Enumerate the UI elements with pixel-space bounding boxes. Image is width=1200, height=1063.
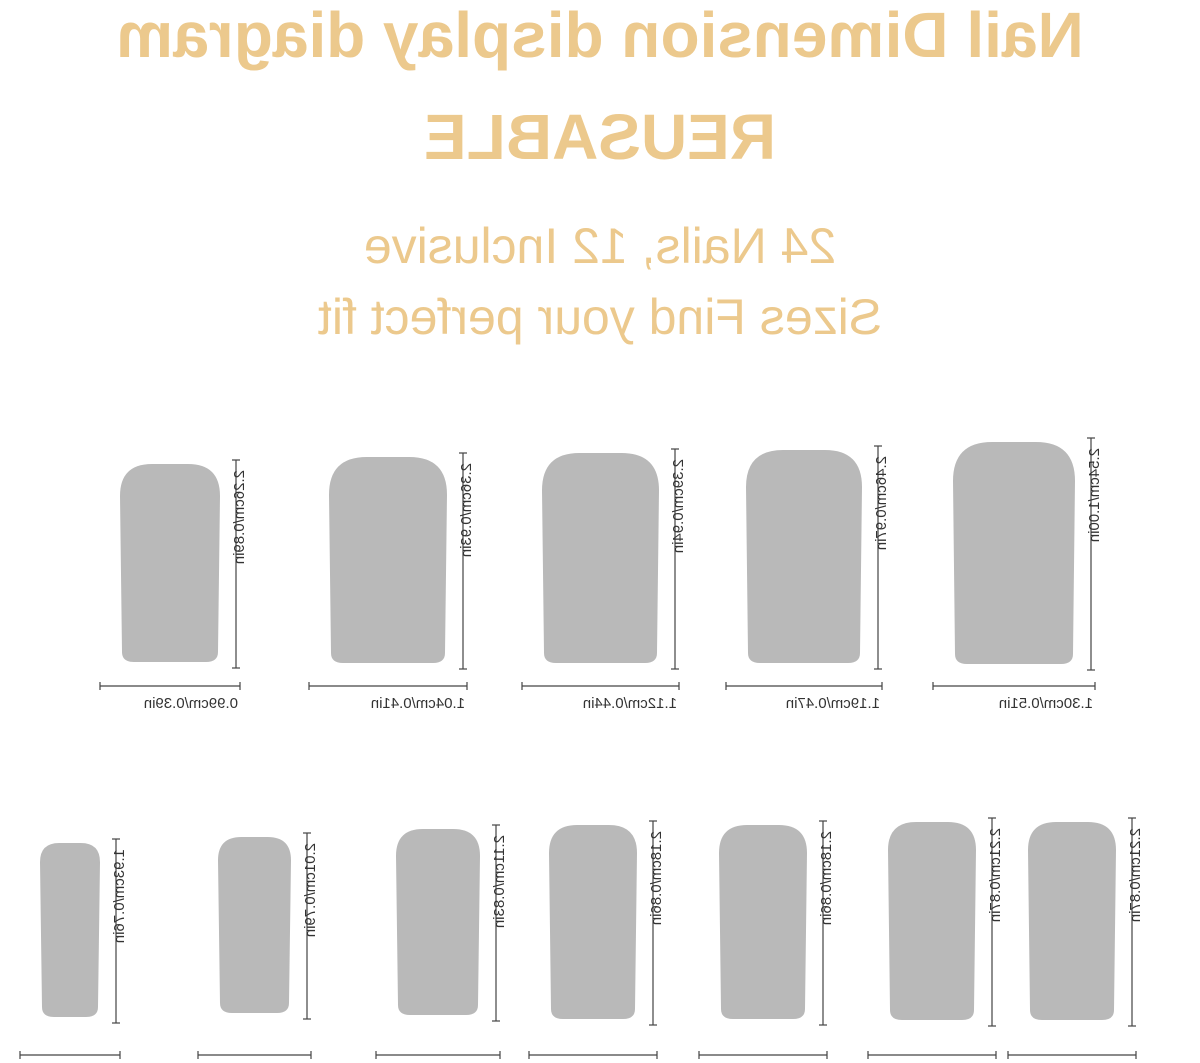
nail-width-label: 1.12cm/0.44in (583, 695, 677, 712)
nail-shape (888, 822, 976, 1020)
nail-length-label: 1.93cm/0.76in (111, 849, 128, 943)
nail-item: 2.18cm/0.86in0.84cm/0.33in (528, 820, 665, 1059)
nail-item: 2.36cm/0.93in 1.04cm/0.41in (308, 452, 475, 712)
nail-shape (396, 829, 480, 1015)
nail-width-label: 1.30cm/0.51in (999, 695, 1093, 712)
nail-shape (1028, 822, 1116, 1020)
nail-length-label: 2.01cm/0.79in (302, 843, 319, 937)
nail-item: 2.46cm/0.97in 1.19cm/0.47in (725, 445, 890, 712)
nail-shape (120, 464, 220, 662)
nail-item: 2.54cm/1.00in 1.30cm/0.51in (932, 437, 1103, 712)
nail-shape (953, 442, 1075, 664)
nail-shape (542, 453, 659, 663)
nail-item: 1.93cm/0.76in0.63cm/0.25in (19, 838, 128, 1059)
nail-shape (746, 450, 862, 663)
nail-shape (218, 837, 291, 1013)
nail-length-label: 2.21cm/0.87in (1127, 828, 1144, 922)
nail-length-label: 2.11cm/0.83in (491, 835, 508, 928)
nail-length-label: 2.39cm/0.94in (670, 459, 687, 553)
nail-length-label: 2.54cm/1.00in (1086, 448, 1103, 542)
nail-length-label: 2.18cm/0.86in (818, 831, 835, 925)
nail-item: 2.21cm/0.87in0.94cm/0.37in (1007, 817, 1144, 1059)
nail-shape (329, 457, 447, 663)
nail-length-label: 2.26cm/0.89in (231, 470, 248, 564)
nail-length-label: 2.46cm/0.97in (873, 456, 890, 550)
nail-shape (40, 843, 100, 1017)
nail-width-label: 1.04cm/0.41in (371, 695, 465, 712)
nail-length-label: 2.36cm/0.93in (458, 463, 475, 557)
nail-item: 2.18cm/0.86in0.84cm/0.33in (698, 820, 835, 1059)
nail-length-label: 2.18cm/0.86in (648, 831, 665, 925)
nail-width-label: 0.99cm/0.39in (144, 695, 238, 712)
nail-length-label: 2.21cm/0.87in (987, 828, 1004, 922)
nail-item: 2.26cm/0.89in 0.99cm/0.39in (99, 459, 248, 712)
nail-item: 2.01cm/0.79in0.71cm/0.28in (197, 832, 319, 1059)
nail-item: 2.11cm/0.83in0.79cm/0.31in (375, 824, 508, 1059)
nail-item: 2.39cm/0.94in 1.12cm/0.44in (521, 448, 687, 712)
nail-shape (549, 825, 637, 1019)
nail-shape (719, 825, 807, 1019)
nail-item: 2.21cm/0.87in0.94cm/0.37in (867, 817, 1004, 1059)
nail-width-label: 1.19cm/0.47in (786, 695, 880, 712)
